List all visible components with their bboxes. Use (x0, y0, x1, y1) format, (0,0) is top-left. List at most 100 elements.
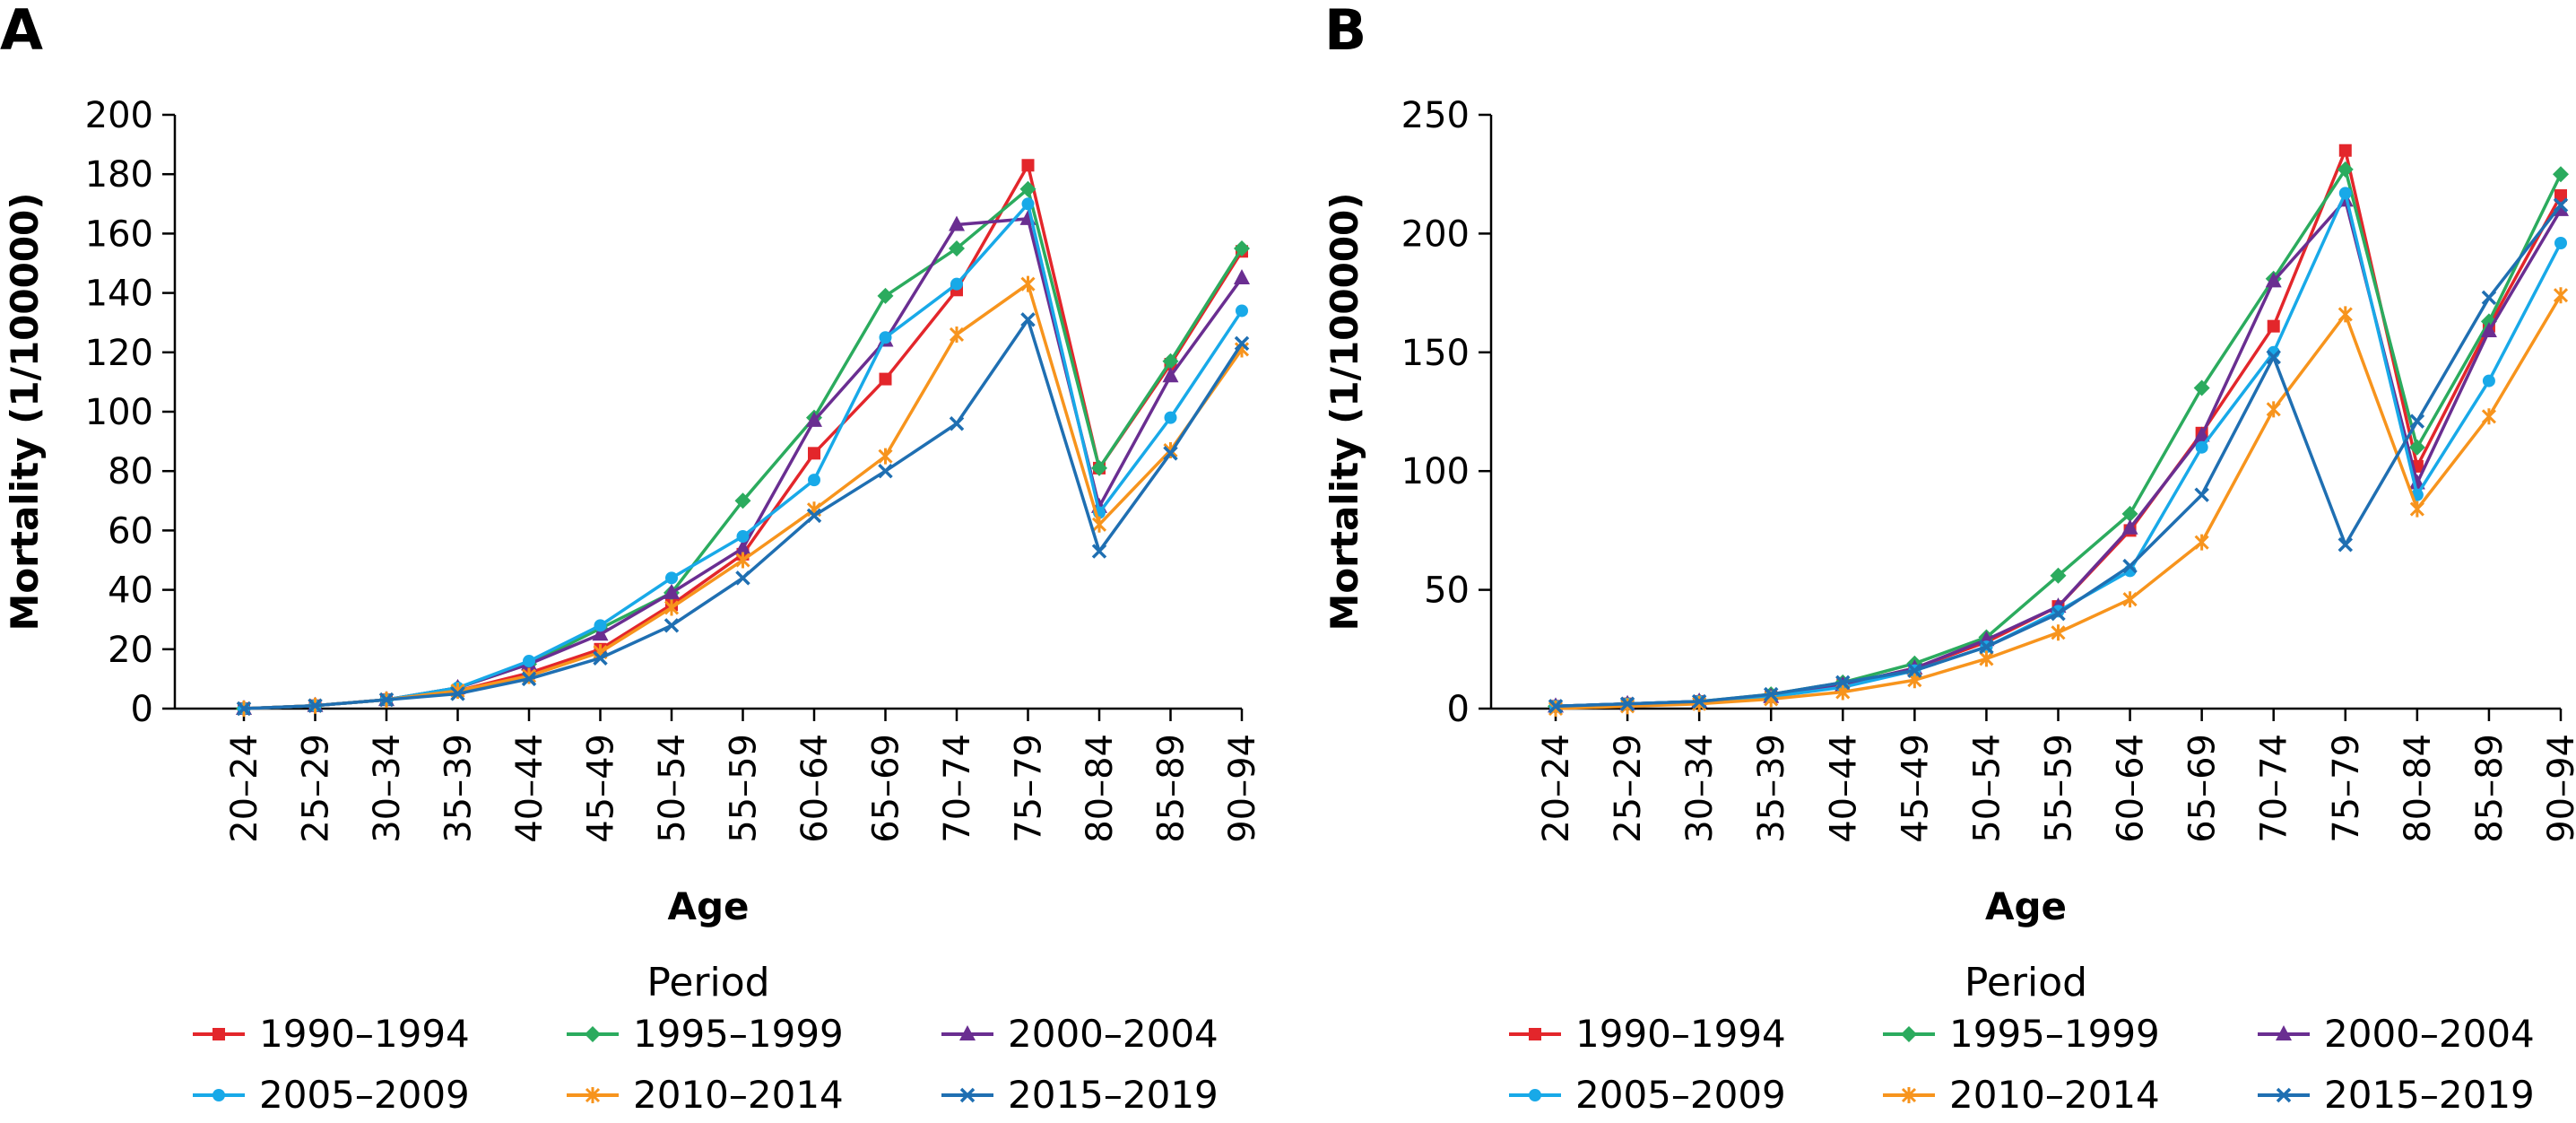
data-point (2122, 591, 2138, 608)
data-point (1091, 459, 1107, 476)
x-tick-label: 20–24 (1536, 734, 1577, 843)
x-tick-label: 60–64 (2111, 734, 2152, 843)
legend-title: Period (646, 960, 769, 1005)
x-tick-label: 70–74 (2254, 734, 2295, 843)
data-point (1620, 698, 1635, 715)
data-point (808, 447, 820, 460)
data-point (2195, 440, 2208, 454)
legend-label: 2005–2009 (259, 1073, 470, 1117)
data-point (664, 583, 680, 599)
data-point (2554, 189, 2567, 203)
x-tick-label: 30–34 (1679, 734, 1721, 843)
data-point (1162, 353, 1179, 370)
y-axis-title: Mortality (1/100000) (1323, 193, 1366, 631)
x-tick-label: 60–64 (794, 734, 836, 843)
data-point (949, 326, 965, 343)
x-tick-label: 35–39 (1751, 734, 1792, 843)
data-point (2050, 567, 2067, 584)
y-tick-label: 180 (85, 154, 153, 196)
legend-entry: 1995–1999 (567, 1012, 844, 1056)
legend-label: 2010–2014 (1949, 1073, 2160, 1117)
data-point (664, 618, 680, 633)
data-point (877, 287, 894, 304)
data-point (593, 650, 608, 666)
x-tick-label: 90–94 (1222, 734, 1263, 843)
legend-entry: 2010–2014 (567, 1073, 844, 1117)
legend-marker (2276, 1025, 2292, 1040)
data-point (2194, 534, 2209, 551)
data-point (236, 701, 252, 717)
legend-marker (959, 1087, 976, 1103)
data-point (2121, 518, 2138, 535)
data-point (1236, 304, 1248, 318)
data-point (2337, 306, 2353, 323)
legend-label: 2005–2009 (1575, 1073, 1786, 1117)
x-tick-label: 80–84 (2398, 734, 2439, 843)
data-point (521, 671, 537, 687)
legend-entry: 2015–2019 (2258, 1073, 2535, 1117)
legend-label: 1995–1999 (633, 1012, 844, 1056)
x-tick-label: 30–34 (367, 734, 408, 843)
y-tick-label: 160 (85, 213, 153, 255)
x-tick-label: 90–94 (2541, 734, 2576, 843)
chart-panel-B: B 0 50 100 150 200 250 20–24 25–29 30–34 35–39 40–4… (1323, 0, 2576, 1117)
legend-marker (1901, 1087, 1917, 1103)
data-point (2338, 187, 2352, 200)
panel-letter: B (1324, 0, 1366, 63)
data-point (2051, 605, 2066, 622)
legend-title: Period (1965, 960, 2087, 1005)
y-tick-label: 0 (131, 689, 153, 730)
x-axis-title: Age (1985, 884, 2067, 928)
data-point (1979, 639, 1994, 655)
legend-label: 2015–2019 (2324, 1073, 2535, 1117)
data-point (1091, 516, 1107, 533)
x-tick-label: 75–79 (1009, 734, 1050, 843)
x-axis-title: Age (667, 884, 749, 928)
legend-label: 2010–2014 (633, 1073, 844, 1117)
x-tick-label: 65–69 (2182, 734, 2224, 843)
x-tick-label: 35–39 (438, 734, 480, 843)
data-point (1907, 663, 1922, 678)
data-point (1548, 701, 1564, 717)
data-point (1020, 312, 1036, 327)
data-point (950, 277, 963, 291)
data-point (2267, 319, 2280, 333)
x-tick-label: 50–54 (1966, 734, 2008, 843)
y-tick-label: 50 (1424, 570, 1470, 612)
y-tick-label: 100 (85, 392, 153, 433)
y-tick-label: 20 (108, 630, 153, 671)
data-point (523, 655, 535, 668)
legend-marker (1529, 1028, 1541, 1040)
y-tick-label: 250 (1401, 95, 1470, 136)
data-point (879, 331, 892, 344)
data-point (2337, 161, 2354, 178)
data-point (2408, 474, 2425, 490)
y-tick-label: 140 (85, 274, 153, 315)
legend-marker (2276, 1087, 2292, 1103)
y-tick-label: 40 (108, 570, 153, 612)
data-point (592, 625, 609, 641)
data-point (2480, 321, 2497, 337)
y-tick-label: 80 (108, 451, 153, 492)
data-point (878, 463, 893, 479)
data-point (2194, 487, 2209, 502)
data-point (664, 599, 680, 616)
data-point (808, 474, 820, 487)
legend-entry: 1995–1999 (1883, 1012, 2160, 1056)
x-tick-label: 40–44 (509, 734, 551, 843)
data-point (2266, 401, 2281, 418)
legend-entry: 1990–1994 (1509, 1012, 1786, 1056)
legend-marker (1901, 1026, 1917, 1042)
series-line-1995–1999 (243, 187, 1244, 710)
data-point (734, 492, 751, 509)
x-tick-label: 45–49 (581, 734, 622, 843)
legend-entry: 2000–2004 (2258, 1012, 2535, 1056)
x-tick-label: 80–84 (1080, 734, 1121, 843)
data-point (949, 215, 965, 231)
data-point (594, 619, 607, 632)
legend-label: 1995–1999 (1949, 1012, 2160, 1056)
legend-entry: 2015–2019 (941, 1073, 1219, 1117)
legend-marker (212, 1089, 225, 1101)
y-tick-label: 200 (85, 95, 153, 136)
x-tick-label: 75–79 (2326, 734, 2367, 843)
